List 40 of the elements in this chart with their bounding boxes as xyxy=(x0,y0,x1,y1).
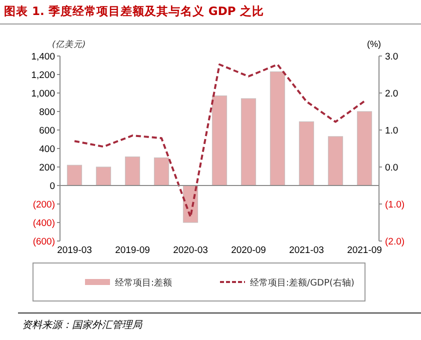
legend-label: 经常项目:差额/GDP(右轴) xyxy=(250,278,354,288)
bar xyxy=(270,71,286,186)
x-tick-label: 2021-03 xyxy=(289,245,324,256)
y-tick-label: (400) xyxy=(32,218,55,229)
bar xyxy=(328,136,344,186)
bar xyxy=(240,98,256,186)
chart-title: 图表 1. 季度经常项目差额及其与名义 GDP 之比 xyxy=(4,4,264,18)
y-tick-label: 600 xyxy=(39,126,55,136)
y-tick-label: 1,400 xyxy=(31,52,55,62)
y-tick-label: 0 xyxy=(50,181,55,192)
bar xyxy=(124,156,140,186)
bar xyxy=(154,157,170,186)
y2-tick-label: 0.0 xyxy=(385,162,398,174)
x-tick-label: 2019-03 xyxy=(57,245,92,256)
y-tick-label: 1,000 xyxy=(31,88,55,100)
y2-tick-label: (2.0) xyxy=(385,236,405,248)
legend-label: 经常项目:差额 xyxy=(115,278,172,288)
bar xyxy=(356,111,372,186)
x-tick-label: 2020-03 xyxy=(173,245,208,256)
text: 资料来源：国家外汇管理局 xyxy=(22,319,143,331)
y-tick-label: 1,200 xyxy=(31,70,55,81)
y-tick-label: (200) xyxy=(32,200,55,210)
bar xyxy=(66,164,82,186)
y2-axis-title: (%) xyxy=(367,39,381,49)
bar xyxy=(212,95,228,186)
y-tick-label: (600) xyxy=(32,236,55,248)
y-tick-label: 400 xyxy=(39,144,55,155)
y2-tick-label: 2.0 xyxy=(385,88,398,100)
x-tick-label: 2019-09 xyxy=(115,245,150,256)
bar xyxy=(298,121,314,186)
y2-tick-label: 3.0 xyxy=(385,52,398,62)
line-series xyxy=(74,64,366,218)
y2-tick-label: 1.0 xyxy=(385,126,398,136)
y2-tick-label: (1.0) xyxy=(385,200,405,210)
y-tick-label: 200 xyxy=(39,162,55,174)
y-tick-label: 800 xyxy=(39,107,55,118)
x-tick-label: 2021-09 xyxy=(347,245,382,256)
y-axis-title: (亿美元) xyxy=(52,39,86,50)
x-tick-label: 2020-09 xyxy=(231,245,266,256)
bar xyxy=(96,166,112,186)
